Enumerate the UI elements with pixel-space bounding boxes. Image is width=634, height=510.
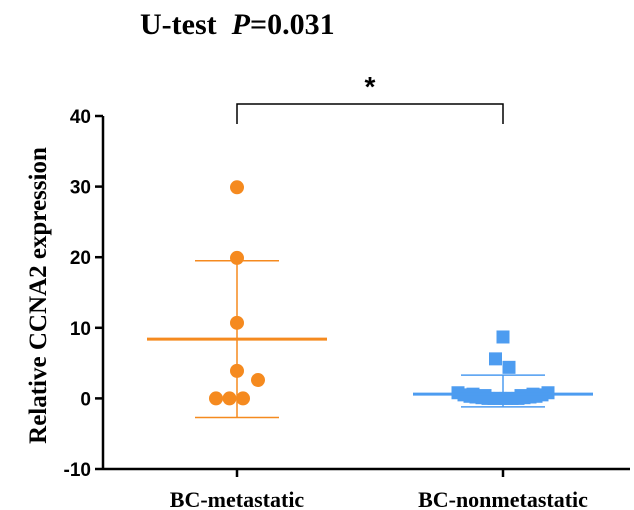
significance-label: * — [365, 71, 376, 102]
bracket-line — [236, 103, 504, 124]
series-2 — [413, 330, 593, 408]
series-1 — [147, 180, 327, 419]
y-tick-label: 10 — [70, 319, 91, 340]
y-tick-label: 40 — [70, 107, 91, 128]
y-tick-label: 0 — [80, 389, 91, 410]
title-p-value: =0.031 — [249, 8, 335, 41]
data-point — [222, 391, 237, 406]
chart-title-text: U-test P=0.031 — [140, 8, 335, 42]
y-tick-label: -10 — [64, 460, 91, 481]
x-category-label: BC-nonmetastatic — [418, 487, 588, 510]
data-point — [209, 391, 223, 406]
data-point — [251, 373, 265, 388]
title-prefix: U-test — [140, 8, 217, 41]
data-point — [236, 391, 250, 406]
axes — [101, 116, 630, 471]
data-point — [230, 180, 244, 195]
y-tick-label: 20 — [70, 248, 91, 269]
data-point — [230, 315, 244, 330]
chart-title: U-test P=0.031 — [0, 8, 634, 52]
y-tick-label: 30 — [70, 178, 91, 199]
data-point — [502, 360, 516, 374]
x-categories: BC-metastatic BC-nonmetastatic — [170, 469, 588, 510]
data-point — [230, 250, 244, 265]
data-point — [489, 352, 502, 366]
data-series — [147, 180, 593, 419]
title-p-symbol: P — [231, 8, 250, 41]
y-ticks: -10 0 10 20 30 40 — [64, 107, 103, 481]
significance-bracket: * — [236, 71, 504, 124]
x-category-label: BC-metastatic — [170, 487, 305, 510]
y-axis-title: Relative CCNA2 expression — [25, 147, 52, 444]
data-point — [496, 330, 510, 344]
data-point — [230, 363, 244, 378]
